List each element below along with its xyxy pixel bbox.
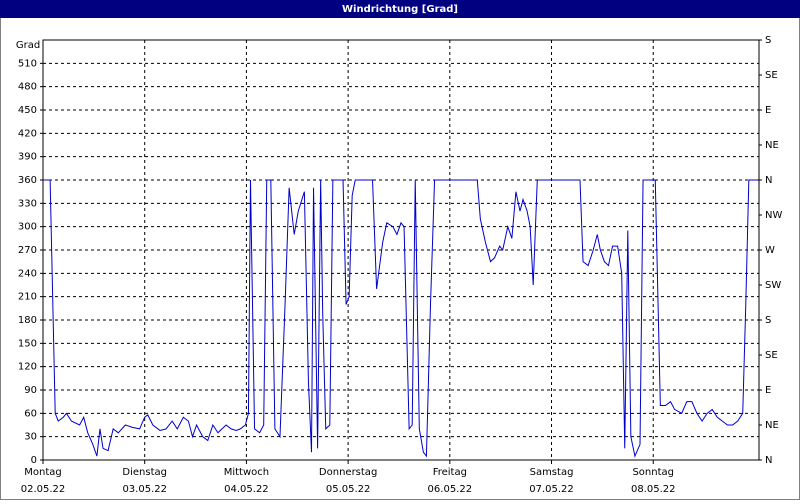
x-tick-date: 05.05.22 xyxy=(326,484,371,495)
x-tick-date: 04.05.22 xyxy=(224,484,269,495)
chart-title: Windrichtung [Grad] xyxy=(342,4,458,15)
title-bar xyxy=(0,0,800,18)
y2-tick-label: S xyxy=(765,315,771,326)
x-tick-date: 02.05.22 xyxy=(21,484,66,495)
y-tick-label: 0 xyxy=(31,455,37,466)
y-tick-label: 330 xyxy=(18,198,37,209)
y-tick-label: 90 xyxy=(24,385,37,396)
y-tick-label: 450 xyxy=(18,105,37,116)
y2-tick-label: SE xyxy=(765,70,778,81)
y2-tick-label: E xyxy=(765,105,771,116)
x-tick-date: 08.05.22 xyxy=(631,484,676,495)
y-tick-label: 210 xyxy=(18,292,37,303)
y-tick-label: 390 xyxy=(18,152,37,163)
y-tick-label: 270 xyxy=(18,245,37,256)
x-tick-date: 07.05.22 xyxy=(529,484,574,495)
line xyxy=(43,179,757,458)
x-tick-date: 03.05.22 xyxy=(122,484,167,495)
x-tick-label: Samstag xyxy=(530,467,574,478)
y-axis-label: Grad xyxy=(16,40,40,51)
y-tick-label: 360 xyxy=(18,175,37,186)
y2-tick-label: NE xyxy=(765,140,779,151)
y-tick-label: 300 xyxy=(18,222,37,233)
y-tick-label: 30 xyxy=(24,432,37,443)
y2-tick-label: N xyxy=(765,455,772,466)
x-tick-label: Mittwoch xyxy=(224,467,269,478)
y2-tick-label: E xyxy=(765,385,771,396)
y2-tick-label: SW xyxy=(765,280,781,291)
y-tick-label: 60 xyxy=(24,408,37,419)
x-tick-date: 06.05.22 xyxy=(428,484,473,495)
x-tick-label: Donnerstag xyxy=(319,467,377,478)
y2-tick-label: NW xyxy=(765,210,782,221)
y-tick-label: 180 xyxy=(18,315,37,326)
y2-tick-label: W xyxy=(765,245,775,256)
x-tick-label: Freitag xyxy=(433,467,467,478)
y-tick-label: 150 xyxy=(18,338,37,349)
y-tick-label: 420 xyxy=(18,128,37,139)
y-tick-label: 510 xyxy=(18,58,37,69)
y2-tick-label: S xyxy=(765,35,771,46)
y-tick-label: 480 xyxy=(18,82,37,93)
y-tick-label: 240 xyxy=(18,268,37,279)
y2-tick-label: N xyxy=(765,175,772,186)
x-tick-label: Sonntag xyxy=(632,467,674,478)
y2-tick-label: NE xyxy=(765,420,779,431)
x-tick-label: Montag xyxy=(24,467,61,478)
x-tick-label: Dienstag xyxy=(122,467,167,478)
plot-frame xyxy=(42,39,760,461)
y-tick-label: 120 xyxy=(18,362,37,373)
y2-tick-label: SE xyxy=(765,350,778,361)
